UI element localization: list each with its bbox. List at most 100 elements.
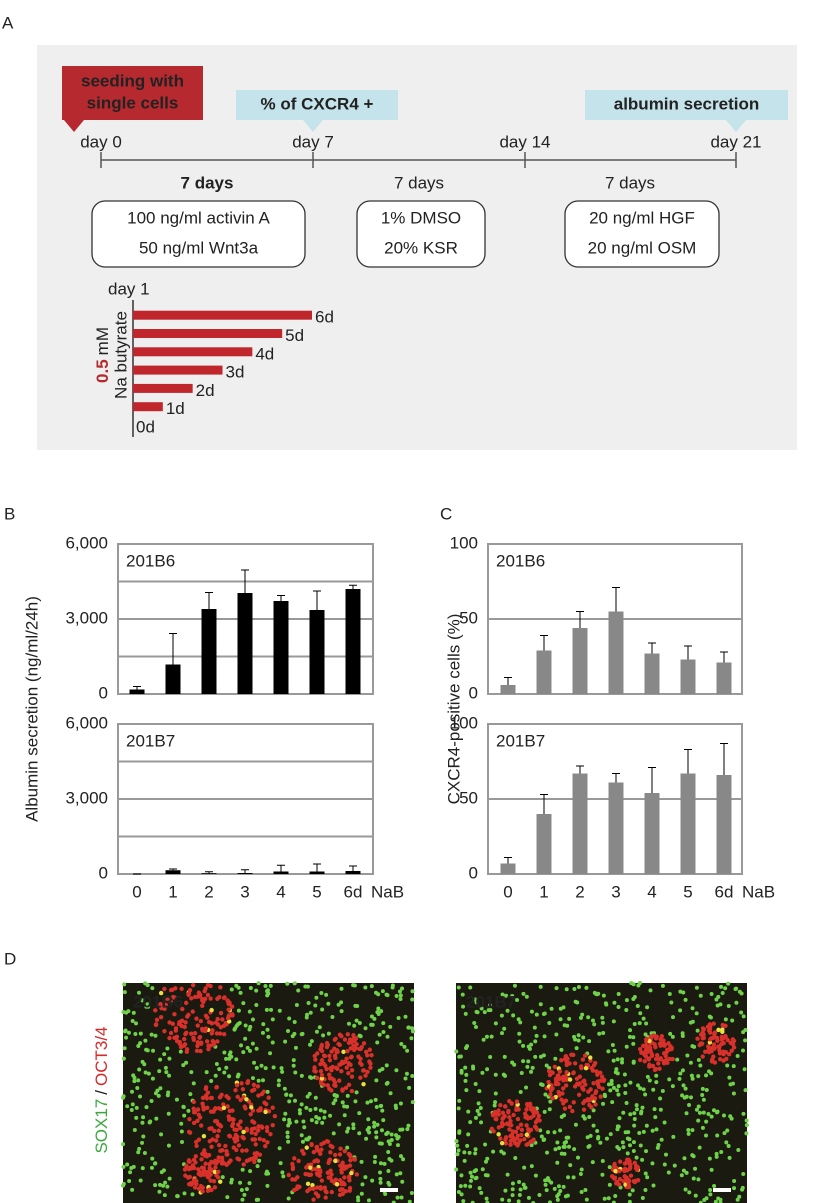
cell bbox=[689, 1073, 694, 1078]
cell bbox=[178, 1049, 183, 1054]
error-bar bbox=[612, 773, 620, 783]
cell bbox=[536, 1113, 542, 1119]
cell bbox=[500, 1110, 506, 1116]
cell bbox=[165, 997, 170, 1002]
badge bbox=[62, 66, 203, 120]
cell bbox=[326, 1001, 331, 1006]
cell bbox=[250, 1041, 255, 1046]
cell bbox=[490, 1112, 496, 1118]
cell bbox=[581, 1087, 586, 1092]
cell bbox=[627, 1199, 632, 1203]
cell bbox=[359, 1062, 364, 1067]
cell bbox=[212, 1128, 217, 1134]
cell bbox=[239, 1081, 244, 1086]
cell bbox=[382, 1161, 387, 1166]
cell bbox=[158, 1086, 163, 1091]
cell bbox=[591, 1123, 596, 1128]
cell bbox=[353, 1099, 358, 1104]
cell bbox=[656, 1061, 661, 1066]
cell bbox=[357, 1131, 362, 1136]
cell bbox=[522, 1165, 527, 1170]
cell bbox=[345, 1145, 350, 1150]
cell bbox=[136, 990, 141, 995]
cell bbox=[319, 1147, 324, 1152]
cell bbox=[359, 1159, 364, 1164]
cell bbox=[197, 1035, 202, 1040]
cell bbox=[648, 988, 653, 993]
cell bbox=[614, 1067, 619, 1072]
cell bbox=[406, 1025, 411, 1030]
cell bbox=[346, 1126, 351, 1131]
cell bbox=[731, 1064, 736, 1069]
cell bbox=[252, 1087, 257, 1092]
cell bbox=[290, 1166, 296, 1172]
cell bbox=[500, 1031, 505, 1036]
cell bbox=[162, 1193, 167, 1198]
cell bbox=[628, 1165, 633, 1170]
cell bbox=[354, 1018, 359, 1023]
cell bbox=[339, 986, 344, 991]
cell bbox=[521, 1182, 526, 1187]
cell bbox=[183, 1031, 188, 1037]
cell bbox=[217, 1122, 223, 1128]
cell bbox=[332, 1053, 338, 1059]
cell bbox=[730, 1018, 735, 1023]
cell bbox=[254, 1003, 259, 1008]
cell bbox=[349, 1068, 355, 1073]
cell bbox=[583, 1082, 588, 1087]
condition-box bbox=[91, 200, 306, 268]
cell bbox=[504, 1121, 510, 1126]
cell bbox=[739, 991, 744, 996]
cell bbox=[206, 1019, 212, 1025]
cell bbox=[191, 1110, 197, 1115]
cell bbox=[740, 1048, 745, 1053]
cell bbox=[622, 1161, 628, 1166]
cell bbox=[571, 1100, 576, 1105]
cell bbox=[558, 1128, 563, 1133]
cell bbox=[305, 1181, 311, 1187]
cell bbox=[590, 1068, 596, 1073]
cell bbox=[590, 1160, 595, 1165]
day-label: day 0 bbox=[80, 132, 122, 151]
cell bbox=[220, 1148, 225, 1153]
cell bbox=[254, 1150, 260, 1156]
cell bbox=[296, 1158, 301, 1164]
cell bbox=[637, 1057, 643, 1063]
cell bbox=[248, 985, 253, 990]
cell bbox=[162, 1028, 167, 1034]
cell bbox=[217, 1067, 222, 1072]
cell bbox=[276, 1078, 281, 1083]
cell bbox=[681, 990, 686, 995]
cell bbox=[187, 988, 193, 993]
cell bbox=[363, 1049, 369, 1055]
cell bbox=[172, 1012, 177, 1017]
x-axis-label: NaB bbox=[742, 882, 775, 901]
cell bbox=[571, 1175, 576, 1180]
cell bbox=[348, 1046, 353, 1051]
cell bbox=[249, 1105, 254, 1110]
cell bbox=[580, 1012, 585, 1017]
cell bbox=[343, 1189, 348, 1194]
cell bbox=[323, 1188, 328, 1194]
cell bbox=[199, 1165, 205, 1170]
cell bbox=[483, 1159, 488, 1164]
cell bbox=[254, 1065, 259, 1070]
cell bbox=[541, 1138, 546, 1143]
cell bbox=[645, 1175, 650, 1180]
cell bbox=[468, 985, 473, 990]
cell bbox=[514, 1099, 520, 1104]
cell bbox=[240, 1148, 245, 1153]
cell bbox=[317, 1167, 322, 1173]
cell bbox=[186, 1159, 192, 1164]
cell bbox=[644, 1149, 649, 1154]
cell bbox=[714, 1151, 719, 1156]
cell bbox=[563, 1083, 569, 1088]
cell bbox=[394, 993, 399, 998]
cell bbox=[653, 1056, 659, 1062]
cell bbox=[208, 983, 213, 989]
cell bbox=[472, 1169, 477, 1174]
day-label: day 21 bbox=[710, 132, 761, 151]
cell bbox=[225, 1195, 230, 1200]
cell bbox=[508, 1133, 513, 1139]
cell bbox=[140, 998, 145, 1003]
